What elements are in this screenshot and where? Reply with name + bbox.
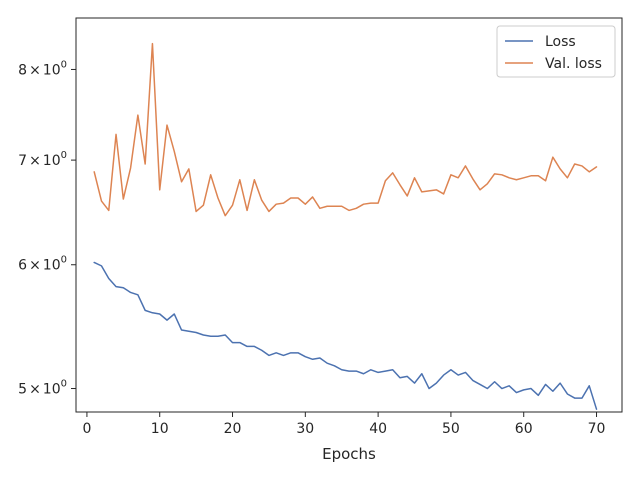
y-tick-base: 5: [18, 382, 27, 398]
series-layer: [93, 42, 598, 410]
legend-entry-label: Loss: [545, 34, 576, 50]
x-tick-label: 30: [296, 421, 314, 437]
series-line-loss: [93, 261, 598, 410]
plot-frame: [75, 17, 623, 413]
legend-box: [496, 25, 616, 78]
y-tick-label: 5 × 100: [18, 379, 67, 398]
y-tick-exp: 0: [61, 379, 67, 390]
y-tick-exp: 0: [61, 59, 67, 70]
y-tick-mult: ×: [29, 153, 41, 169]
y-tick-pow: 10: [43, 258, 61, 274]
y-tick-label: 6 × 100: [18, 255, 67, 274]
y-tick-base: 7: [18, 153, 27, 169]
y-tick-label: 8 × 100: [18, 59, 67, 78]
y-tick-pow: 10: [43, 153, 61, 169]
y-tick-exp: 0: [61, 150, 67, 161]
series-line-val-loss: [93, 42, 598, 217]
x-tick-label: 0: [82, 421, 91, 437]
y-tick-mult: ×: [29, 382, 41, 398]
legend-entry-label: Val. loss: [545, 56, 602, 72]
legend: Loss Val. loss: [496, 25, 616, 78]
x-axis-label: Epochs: [322, 445, 376, 463]
x-tick-label: 40: [369, 421, 387, 437]
y-tick-base: 6: [18, 258, 27, 274]
x-tick-label: 70: [588, 421, 606, 437]
y-tick-label: 7 × 100: [18, 150, 67, 169]
y-tick-base: 8: [18, 62, 27, 78]
y-tick-pow: 10: [43, 62, 61, 78]
y-tick-pow: 10: [43, 382, 61, 398]
x-tick-label: 10: [151, 421, 169, 437]
y-tick-mult: ×: [29, 62, 41, 78]
x-tick-label: 20: [224, 421, 242, 437]
y-tick-exp: 0: [61, 255, 67, 266]
x-tick-label: 60: [515, 421, 533, 437]
y-tick-mult: ×: [29, 258, 41, 274]
x-tick-label: 50: [442, 421, 460, 437]
